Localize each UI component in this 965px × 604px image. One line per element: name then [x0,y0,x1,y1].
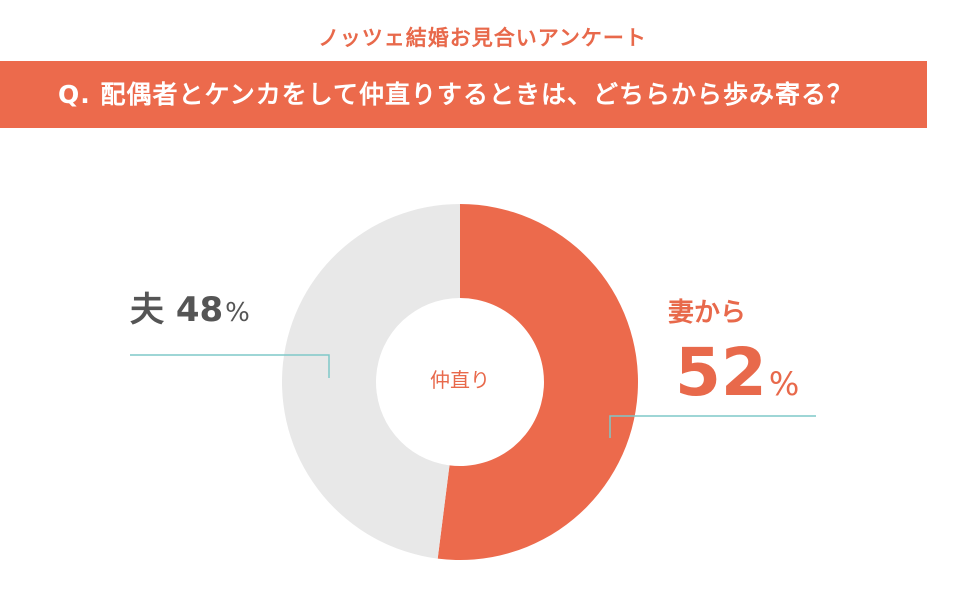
husband-percent-sign: % [225,298,250,328]
donut-slice-wife [437,204,638,560]
donut-center-label: 仲直り [430,368,490,392]
husband-label: 夫 48% [130,290,250,333]
wife-percent-sign: % [768,365,800,403]
wife-label-value-group: 52% [675,333,799,424]
wife-label-value: 52 [675,334,767,411]
question-text: Q. 配偶者とケンカをして仲直りするときは、どちらから歩み寄る？ [58,80,853,109]
husband-leader-line [130,354,330,378]
husband-label-name: 夫 [130,290,164,330]
leader-lines [130,354,816,438]
question-banner: Q. 配偶者とケンカをして仲直りするときは、どちらから歩み寄る？ [0,61,927,128]
donut-slices [281,204,638,560]
wife-leader-line [609,415,816,438]
husband-label-value: 48 [175,290,224,330]
donut-slice-husband [281,204,460,559]
wife-label-name: 妻から [668,298,747,328]
survey-title: ノッツェ結婚お見合いアンケート [318,26,647,50]
